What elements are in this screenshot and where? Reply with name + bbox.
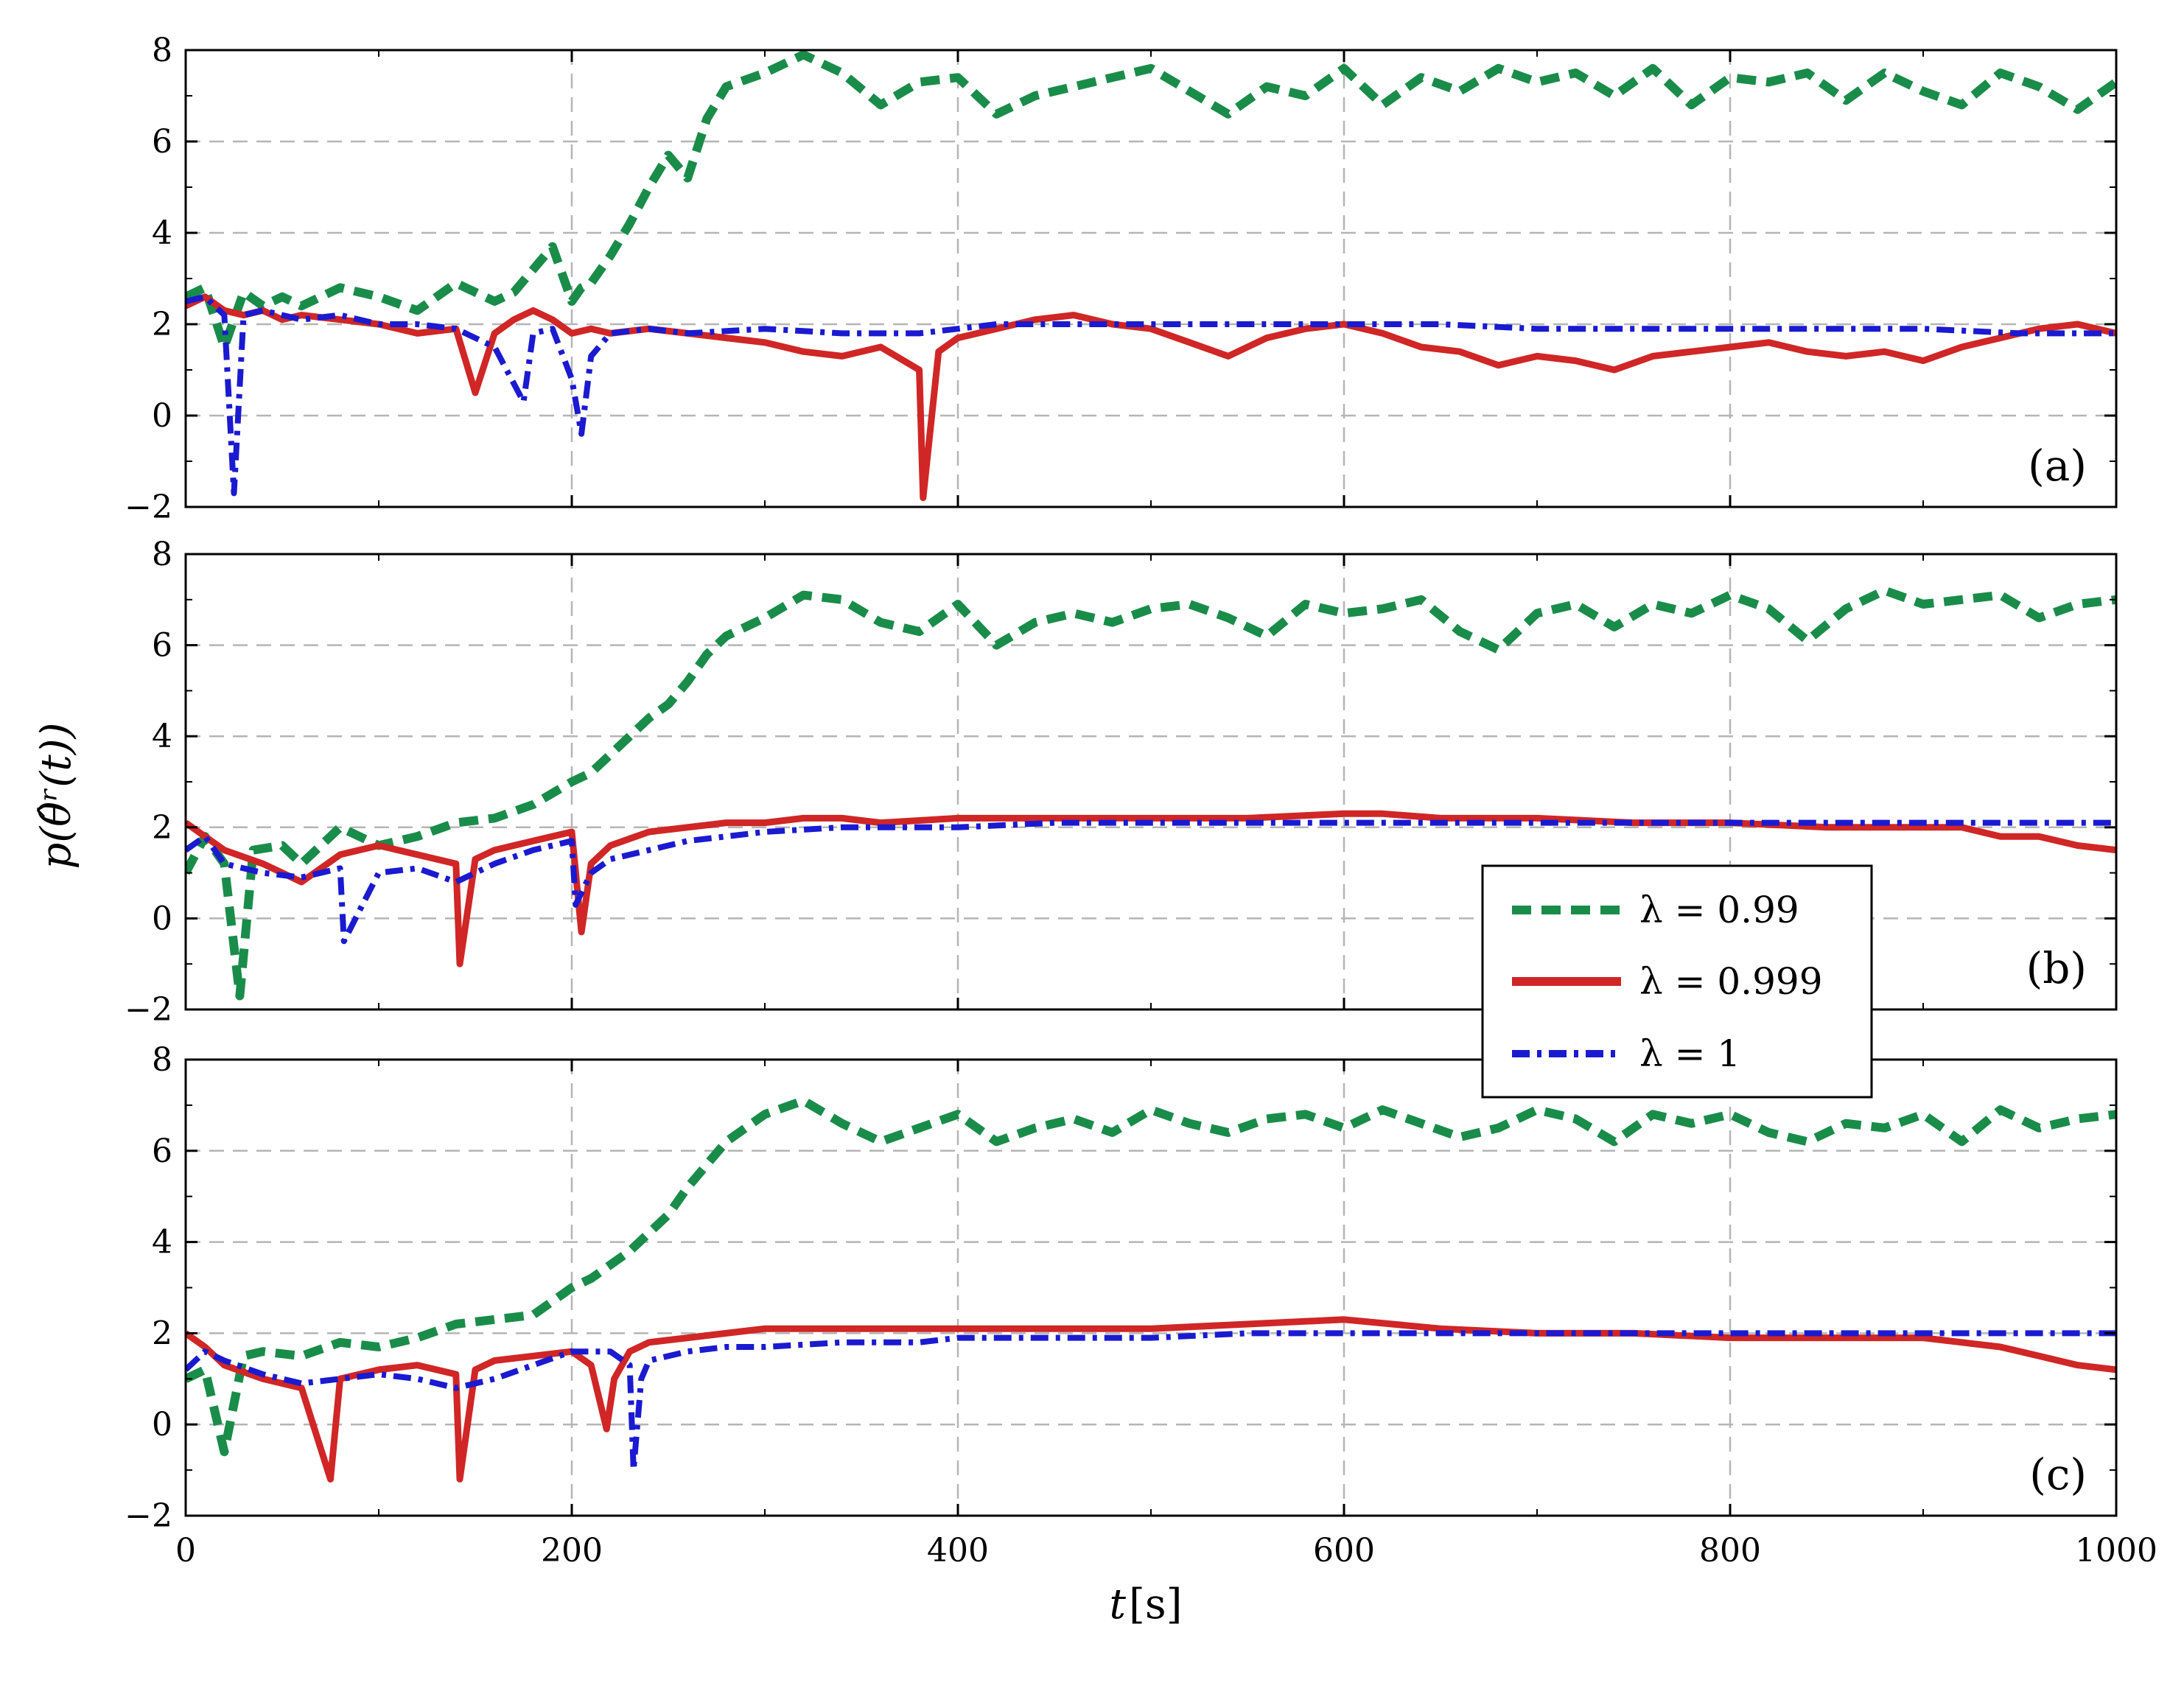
x-tick-label: 600 [1313, 1532, 1375, 1569]
legend-label-2: λ = 1 [1639, 1032, 1740, 1075]
series-line-2 [186, 293, 2116, 497]
y-tick-label: 4 [152, 214, 172, 252]
x-tick-label: 400 [927, 1532, 989, 1569]
y-tick-label: 2 [152, 1315, 172, 1352]
x-tick-label: 0 [175, 1532, 196, 1569]
y-tick-label: 8 [152, 32, 172, 69]
y-tick-label: 2 [152, 306, 172, 343]
y-tick-label: −2 [125, 489, 172, 526]
series-line-1 [186, 1316, 2116, 1483]
x-axis-label-var: t [1109, 1581, 1126, 1628]
legend-label-1: λ = 0.999 [1639, 960, 1823, 1003]
x-tick-label: 200 [541, 1532, 603, 1569]
series-line-0 [186, 1096, 2116, 1457]
x-tick-label: 800 [1699, 1532, 1761, 1569]
series-line-1 [186, 293, 2116, 502]
x-axis-label: t [s] [1109, 1581, 1182, 1628]
y-tick-label: 6 [152, 123, 172, 161]
legend-label-0: λ = 0.99 [1639, 889, 1799, 931]
y-tick-label: 6 [152, 1133, 172, 1170]
y-tick-label: 0 [152, 900, 172, 937]
y-tick-label: 0 [152, 397, 172, 435]
series-line-0 [186, 586, 2116, 1001]
series-line-0 [186, 50, 2116, 351]
panel-a: −2 0 2 4 6 8 (a) [125, 32, 2118, 526]
y-tick-label: 8 [152, 536, 172, 573]
y-axis-label: p(θ̂ʳ(t)) [32, 723, 80, 869]
legend: λ = 0.99 λ = 0.999 λ = 1 [1481, 864, 1873, 1099]
panel-label: (a) [2028, 441, 2087, 491]
x-axis-label-unit: [s] [1129, 1581, 1182, 1628]
y-tick-label: 0 [152, 1406, 172, 1443]
panel-label: (b) [2026, 943, 2087, 993]
y-tick-label: 6 [152, 627, 172, 665]
legend-box [1481, 864, 1873, 1099]
panel-label: (c) [2029, 1449, 2087, 1499]
series-line-2 [186, 819, 2116, 945]
panel-frame [184, 49, 2118, 508]
y-tick-label: −2 [125, 991, 172, 1029]
series-line-2 [186, 1330, 2116, 1474]
y-tick-label: 4 [152, 1224, 172, 1261]
x-tick-label: 1000 [2075, 1532, 2157, 1569]
y-tick-label: 8 [152, 1041, 172, 1079]
y-tick-label: 2 [152, 809, 172, 847]
y-tick-label: −2 [125, 1497, 172, 1535]
y-tick-label: 4 [152, 718, 172, 755]
